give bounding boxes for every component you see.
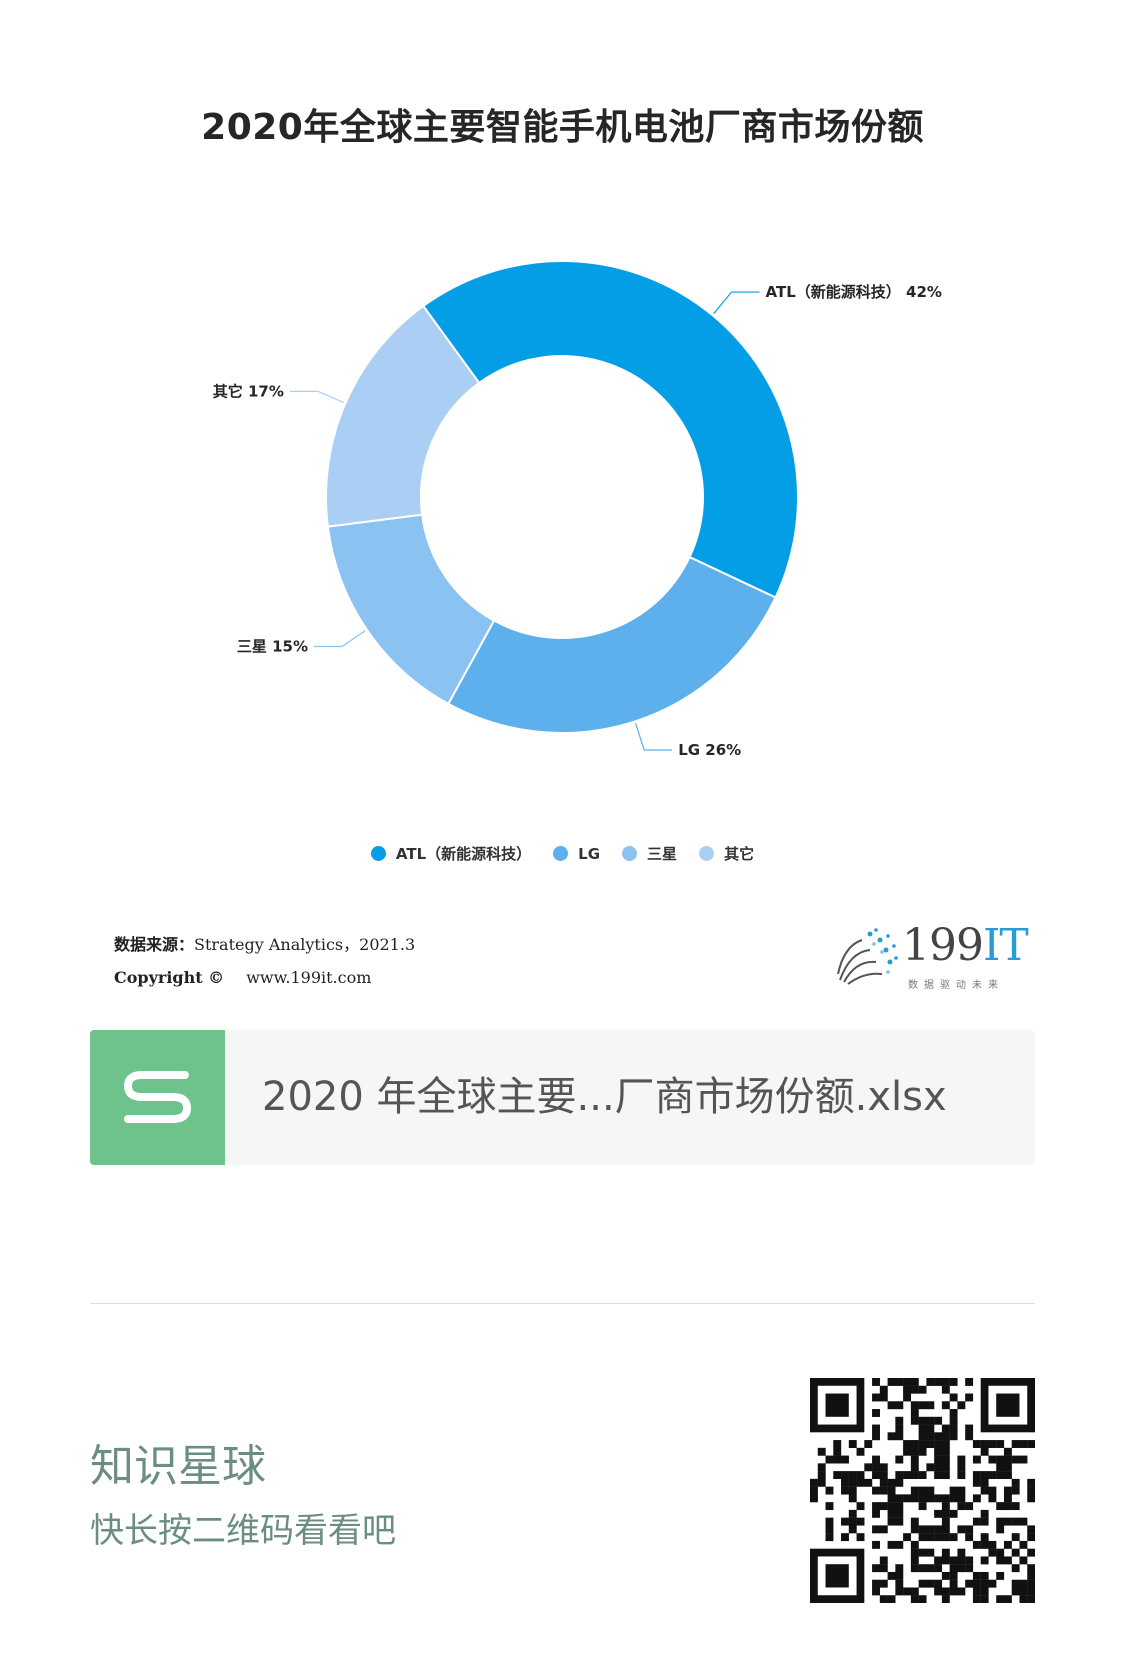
file-attachment-card[interactable]: 2020 年全球主要...厂商市场份额.xlsx	[90, 1030, 1035, 1165]
brand-name: 知识星球	[90, 1441, 266, 1492]
logo-199it: 199IT 数据驱动未来	[830, 918, 1030, 998]
slice-label-atl: ATL（新能源科技） 42%	[766, 283, 942, 301]
legend-label-samsung: 三星	[647, 845, 678, 863]
chart-title: 2020年全球主要智能手机电池厂商市场份额	[201, 107, 924, 148]
file-name: 2020 年全球主要...厂商市场份额.xlsx	[262, 1074, 947, 1120]
leader-line-other	[289, 390, 344, 404]
source-text: Strategy Analytics，2021.3	[194, 935, 416, 954]
slice-label-samsung: 三星 15%	[237, 638, 308, 656]
donut-chart: ATL（新能源科技） 42% LG 26% 三星 15% 其它 17%	[213, 260, 942, 759]
legend-item-other: 其它	[699, 843, 754, 864]
legend-swatch-atl	[370, 846, 386, 861]
donut-slice-atl	[421, 260, 799, 599]
divider	[90, 1303, 1035, 1304]
legend-label-lg: LG	[578, 844, 601, 863]
source-label: 数据来源：	[114, 935, 195, 954]
slice-leader-lines	[289, 291, 760, 751]
leader-line-lg	[634, 723, 673, 751]
leader-line-samsung	[313, 630, 366, 648]
legend-swatch-samsung	[622, 846, 638, 861]
brand-subtitle: 快长按二维码看看吧	[90, 1511, 396, 1551]
slice-label-other: 其它 17%	[213, 382, 284, 400]
copyright-label: Copyright ©	[114, 968, 225, 987]
spreadsheet-s-icon	[90, 1030, 225, 1165]
logo-wordmark: 199IT	[902, 920, 1029, 971]
source-block: 数据来源：Strategy Analytics，2021.3 Copyright…	[114, 928, 415, 994]
legend-swatch-lg	[553, 846, 569, 861]
logo-tagline: 数据驱动未来	[908, 980, 1004, 991]
chart-legend: ATL（新能源科技） LG 三星 其它	[0, 843, 1125, 864]
legend-label-atl: ATL（新能源科技）	[395, 845, 532, 863]
leader-line-atl	[713, 291, 760, 315]
slice-label-lg: LG 26%	[678, 741, 741, 759]
legend-swatch-other	[699, 846, 715, 861]
slice-labels: ATL（新能源科技） 42% LG 26% 三星 15% 其它 17%	[213, 283, 942, 759]
donut-slices	[325, 260, 799, 734]
dots-logo-icon	[837, 928, 898, 985]
donut-slice-other	[325, 304, 481, 528]
legend-item-samsung: 三星	[622, 843, 677, 864]
legend-label-other: 其它	[724, 845, 755, 863]
donut-slice-lg	[446, 555, 777, 734]
copyright-site: www.199it.com	[246, 968, 372, 987]
qr-code-icon[interactable]	[810, 1378, 1035, 1603]
legend-item-lg: LG	[553, 845, 600, 863]
legend-item-atl: ATL（新能源科技）	[370, 843, 532, 864]
